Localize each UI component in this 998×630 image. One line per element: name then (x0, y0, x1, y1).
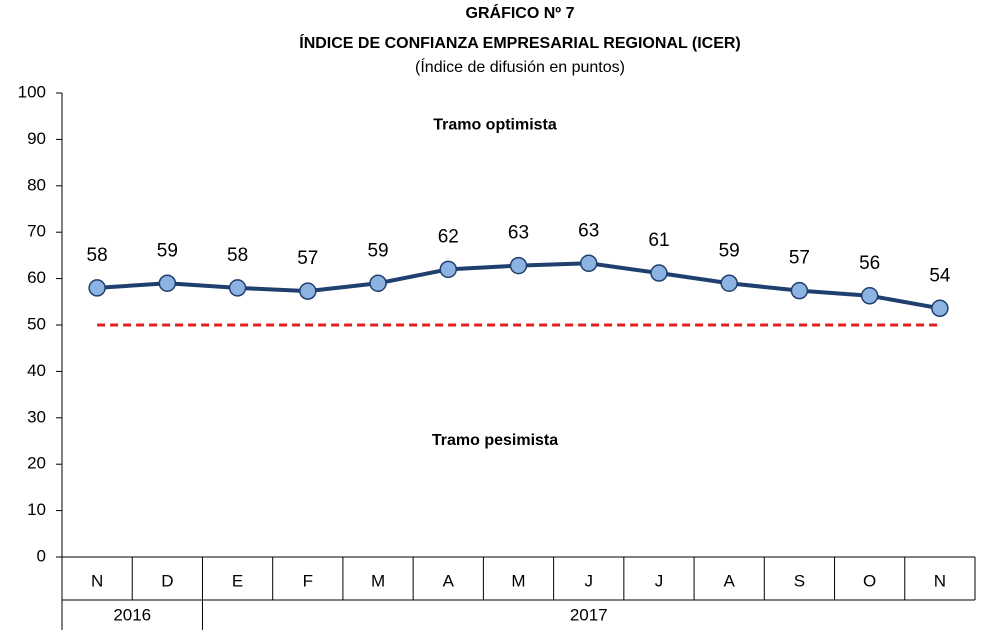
data-label: 63 (508, 223, 529, 244)
marker (299, 282, 317, 300)
y-tick-label: 40 (27, 361, 46, 380)
marker (860, 287, 879, 305)
y-tick-label: 100 (18, 82, 46, 101)
y-tick-label: 90 (27, 129, 46, 148)
data-label: 59 (157, 240, 178, 261)
y-tick-label: 60 (27, 268, 46, 287)
y-tick-label: 50 (27, 314, 46, 333)
data-label: 61 (648, 230, 669, 251)
y-tick-label: 30 (27, 407, 46, 426)
group-label: 2016 (113, 605, 151, 624)
marker (579, 254, 598, 273)
y-tick-label: 20 (27, 454, 46, 473)
chart-title: GRÁFICO Nº 7 (466, 3, 575, 22)
x-tick-label: O (863, 571, 876, 590)
marker (509, 256, 528, 275)
x-tick-label: M (511, 571, 525, 590)
chart-subtitle: ÍNDICE DE CONFIANZA EMPRESARIAL REGIONAL… (299, 33, 741, 52)
x-tick-label: A (724, 571, 736, 590)
x-tick-label: S (794, 571, 805, 590)
marker (439, 260, 458, 279)
group-label: 2017 (570, 605, 608, 624)
x-tick-label: D (161, 571, 173, 590)
marker (88, 279, 106, 297)
marker (158, 274, 177, 292)
annotation: Tramo pesimista (432, 432, 558, 449)
data-label: 57 (789, 248, 810, 269)
data-label: 57 (297, 248, 318, 269)
annotation: Tramo optimista (433, 117, 557, 134)
y-tick-label: 70 (27, 222, 46, 241)
data-label: 54 (929, 265, 951, 286)
data-label: 58 (87, 245, 108, 266)
data-label: 56 (859, 253, 880, 274)
marker (931, 299, 949, 318)
data-label: 59 (367, 240, 388, 261)
x-tick-label: J (655, 571, 664, 590)
x-tick-label: N (91, 571, 103, 590)
unit-note: (Índice de difusión en puntos) (415, 57, 625, 76)
x-tick-label: F (303, 571, 313, 590)
x-tick-label: E (232, 571, 243, 590)
y-tick-label: 80 (27, 175, 46, 194)
x-tick-label: M (371, 571, 385, 590)
y-tick-label: 10 (27, 500, 46, 519)
marker (369, 274, 387, 292)
x-tick-label: A (443, 571, 455, 590)
data-label: 63 (578, 220, 599, 241)
data-label: 59 (719, 240, 740, 261)
y-tick-label: 0 (37, 546, 46, 565)
x-tick-label: J (584, 571, 593, 590)
marker (720, 274, 738, 292)
marker (790, 281, 809, 300)
marker (650, 264, 668, 282)
data-label: 58 (227, 245, 248, 266)
x-tick-label: N (934, 571, 946, 590)
data-label: 62 (438, 226, 459, 247)
marker (228, 279, 247, 297)
